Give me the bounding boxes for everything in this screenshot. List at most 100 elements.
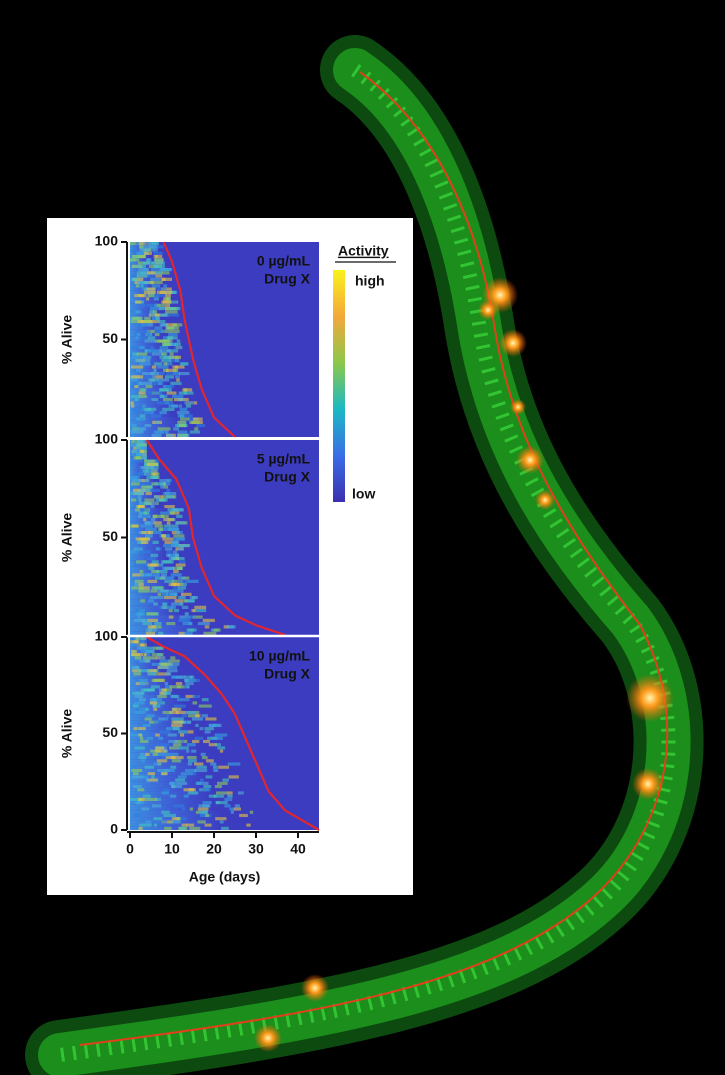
heatmap-cell xyxy=(140,573,153,577)
heatmap-cell xyxy=(138,826,143,830)
heatmap-cell xyxy=(176,339,181,343)
heatmap-cell xyxy=(136,801,141,805)
heatmap-cell xyxy=(134,527,140,531)
heatmap-cell xyxy=(152,752,158,757)
heatmap-cell xyxy=(164,682,169,686)
heatmap-cell xyxy=(135,537,147,541)
heatmap-cell xyxy=(165,294,171,298)
heatmap-cell xyxy=(179,826,186,830)
heatmap-cell xyxy=(169,710,179,715)
heatmap-cell xyxy=(184,599,188,603)
heatmap-cell xyxy=(144,534,153,538)
heatmap-cell xyxy=(164,492,177,496)
heatmap-cell xyxy=(189,430,201,434)
heatmap-cell xyxy=(154,720,162,724)
heatmap-cell xyxy=(166,727,179,731)
heatmap-cell xyxy=(187,615,196,619)
heatmap-cell xyxy=(165,672,172,676)
heatmap-cell xyxy=(135,417,140,421)
heatmap-cell xyxy=(177,775,187,779)
heatmap-cell xyxy=(155,316,161,320)
heatmap-cell xyxy=(154,333,160,337)
heatmap-cell xyxy=(206,759,214,763)
heatmap-cell xyxy=(144,316,151,320)
heatmap-cell xyxy=(164,579,174,583)
heatmap-cell xyxy=(222,778,229,782)
heatmap-cell xyxy=(155,743,164,747)
heatmap-cell xyxy=(138,498,142,502)
heatmap-cell xyxy=(174,365,185,369)
heatmap-cell xyxy=(148,599,155,603)
heatmap-cell xyxy=(182,388,193,392)
heatmap-cell xyxy=(171,665,178,670)
heatmap-cell xyxy=(200,778,204,782)
heatmap-cell xyxy=(175,521,186,525)
heatmap-cell xyxy=(197,807,209,811)
heatmap-cell xyxy=(211,736,223,740)
heatmap-cell xyxy=(150,488,161,492)
heatmap-cell xyxy=(168,313,179,317)
heatmap-cell xyxy=(183,401,195,405)
heatmap-cell xyxy=(213,794,225,798)
heatmap-cell xyxy=(212,723,217,728)
heatmap-cell xyxy=(145,385,153,389)
heatmap-row xyxy=(130,826,286,830)
heatmap-cell xyxy=(139,508,149,512)
heatmap-cell xyxy=(155,294,166,298)
heatmap-cell xyxy=(176,685,186,689)
heatmap-cell xyxy=(131,479,143,483)
heatmap-cell xyxy=(187,720,191,724)
heatmap-cell xyxy=(132,411,139,415)
heatmap-cell xyxy=(159,527,171,531)
heatmap-cell xyxy=(133,772,139,776)
heatmap-cell xyxy=(149,720,159,724)
heatmap-cell xyxy=(205,813,210,818)
heatmap-cell xyxy=(176,531,183,535)
heatmap-cell xyxy=(203,631,217,635)
heatmap-cell xyxy=(146,736,154,740)
y-tick-label: 50 xyxy=(102,330,118,346)
heatmap-cell xyxy=(149,596,156,600)
heatmap-row xyxy=(130,342,189,346)
heatmap-cell xyxy=(147,672,156,676)
heatmap-cell xyxy=(151,316,159,320)
heatmap-row xyxy=(130,583,202,587)
heatmap-cell xyxy=(194,427,199,431)
heatmap-cell xyxy=(151,352,164,356)
heatmap-row xyxy=(130,586,202,590)
heatmap-cell xyxy=(155,420,160,424)
heatmap-cell xyxy=(131,365,144,369)
heatmap-cell xyxy=(130,637,136,641)
heatmap-cell xyxy=(159,388,169,392)
heatmap-row xyxy=(130,255,164,259)
heatmap-cell xyxy=(131,649,137,654)
heatmap-cell xyxy=(134,583,140,587)
heatmap-cell xyxy=(210,762,217,766)
heatmap-cell xyxy=(163,688,173,692)
heatmap-cell xyxy=(158,381,163,385)
heatmap-cell xyxy=(183,631,193,635)
heatmap-row xyxy=(130,553,193,557)
heatmap-cell xyxy=(189,807,194,811)
heatmap-cell xyxy=(130,462,135,466)
heatmap-row xyxy=(130,781,256,785)
heatmap-cell xyxy=(153,521,162,525)
heatmap-cell xyxy=(172,365,179,369)
heatmap-cell xyxy=(130,492,144,496)
heatmap-cell xyxy=(175,778,186,782)
heatmap-cell xyxy=(135,336,141,340)
heatmap-cell xyxy=(154,586,163,590)
heatmap-cell xyxy=(130,274,137,278)
heatmap-cell xyxy=(139,752,145,757)
heatmap-cell xyxy=(180,733,185,737)
panel-subtitle: Drug X xyxy=(264,469,311,485)
heatmap-cell xyxy=(151,398,159,402)
heatmap-cell xyxy=(136,271,147,275)
heatmap-cell xyxy=(140,599,145,603)
heatmap-cell xyxy=(136,649,142,654)
heatmap-cell xyxy=(135,550,145,554)
heatmap-cell xyxy=(142,469,153,473)
heatmap-cell xyxy=(154,524,163,528)
heatmap-cell xyxy=(158,320,166,324)
